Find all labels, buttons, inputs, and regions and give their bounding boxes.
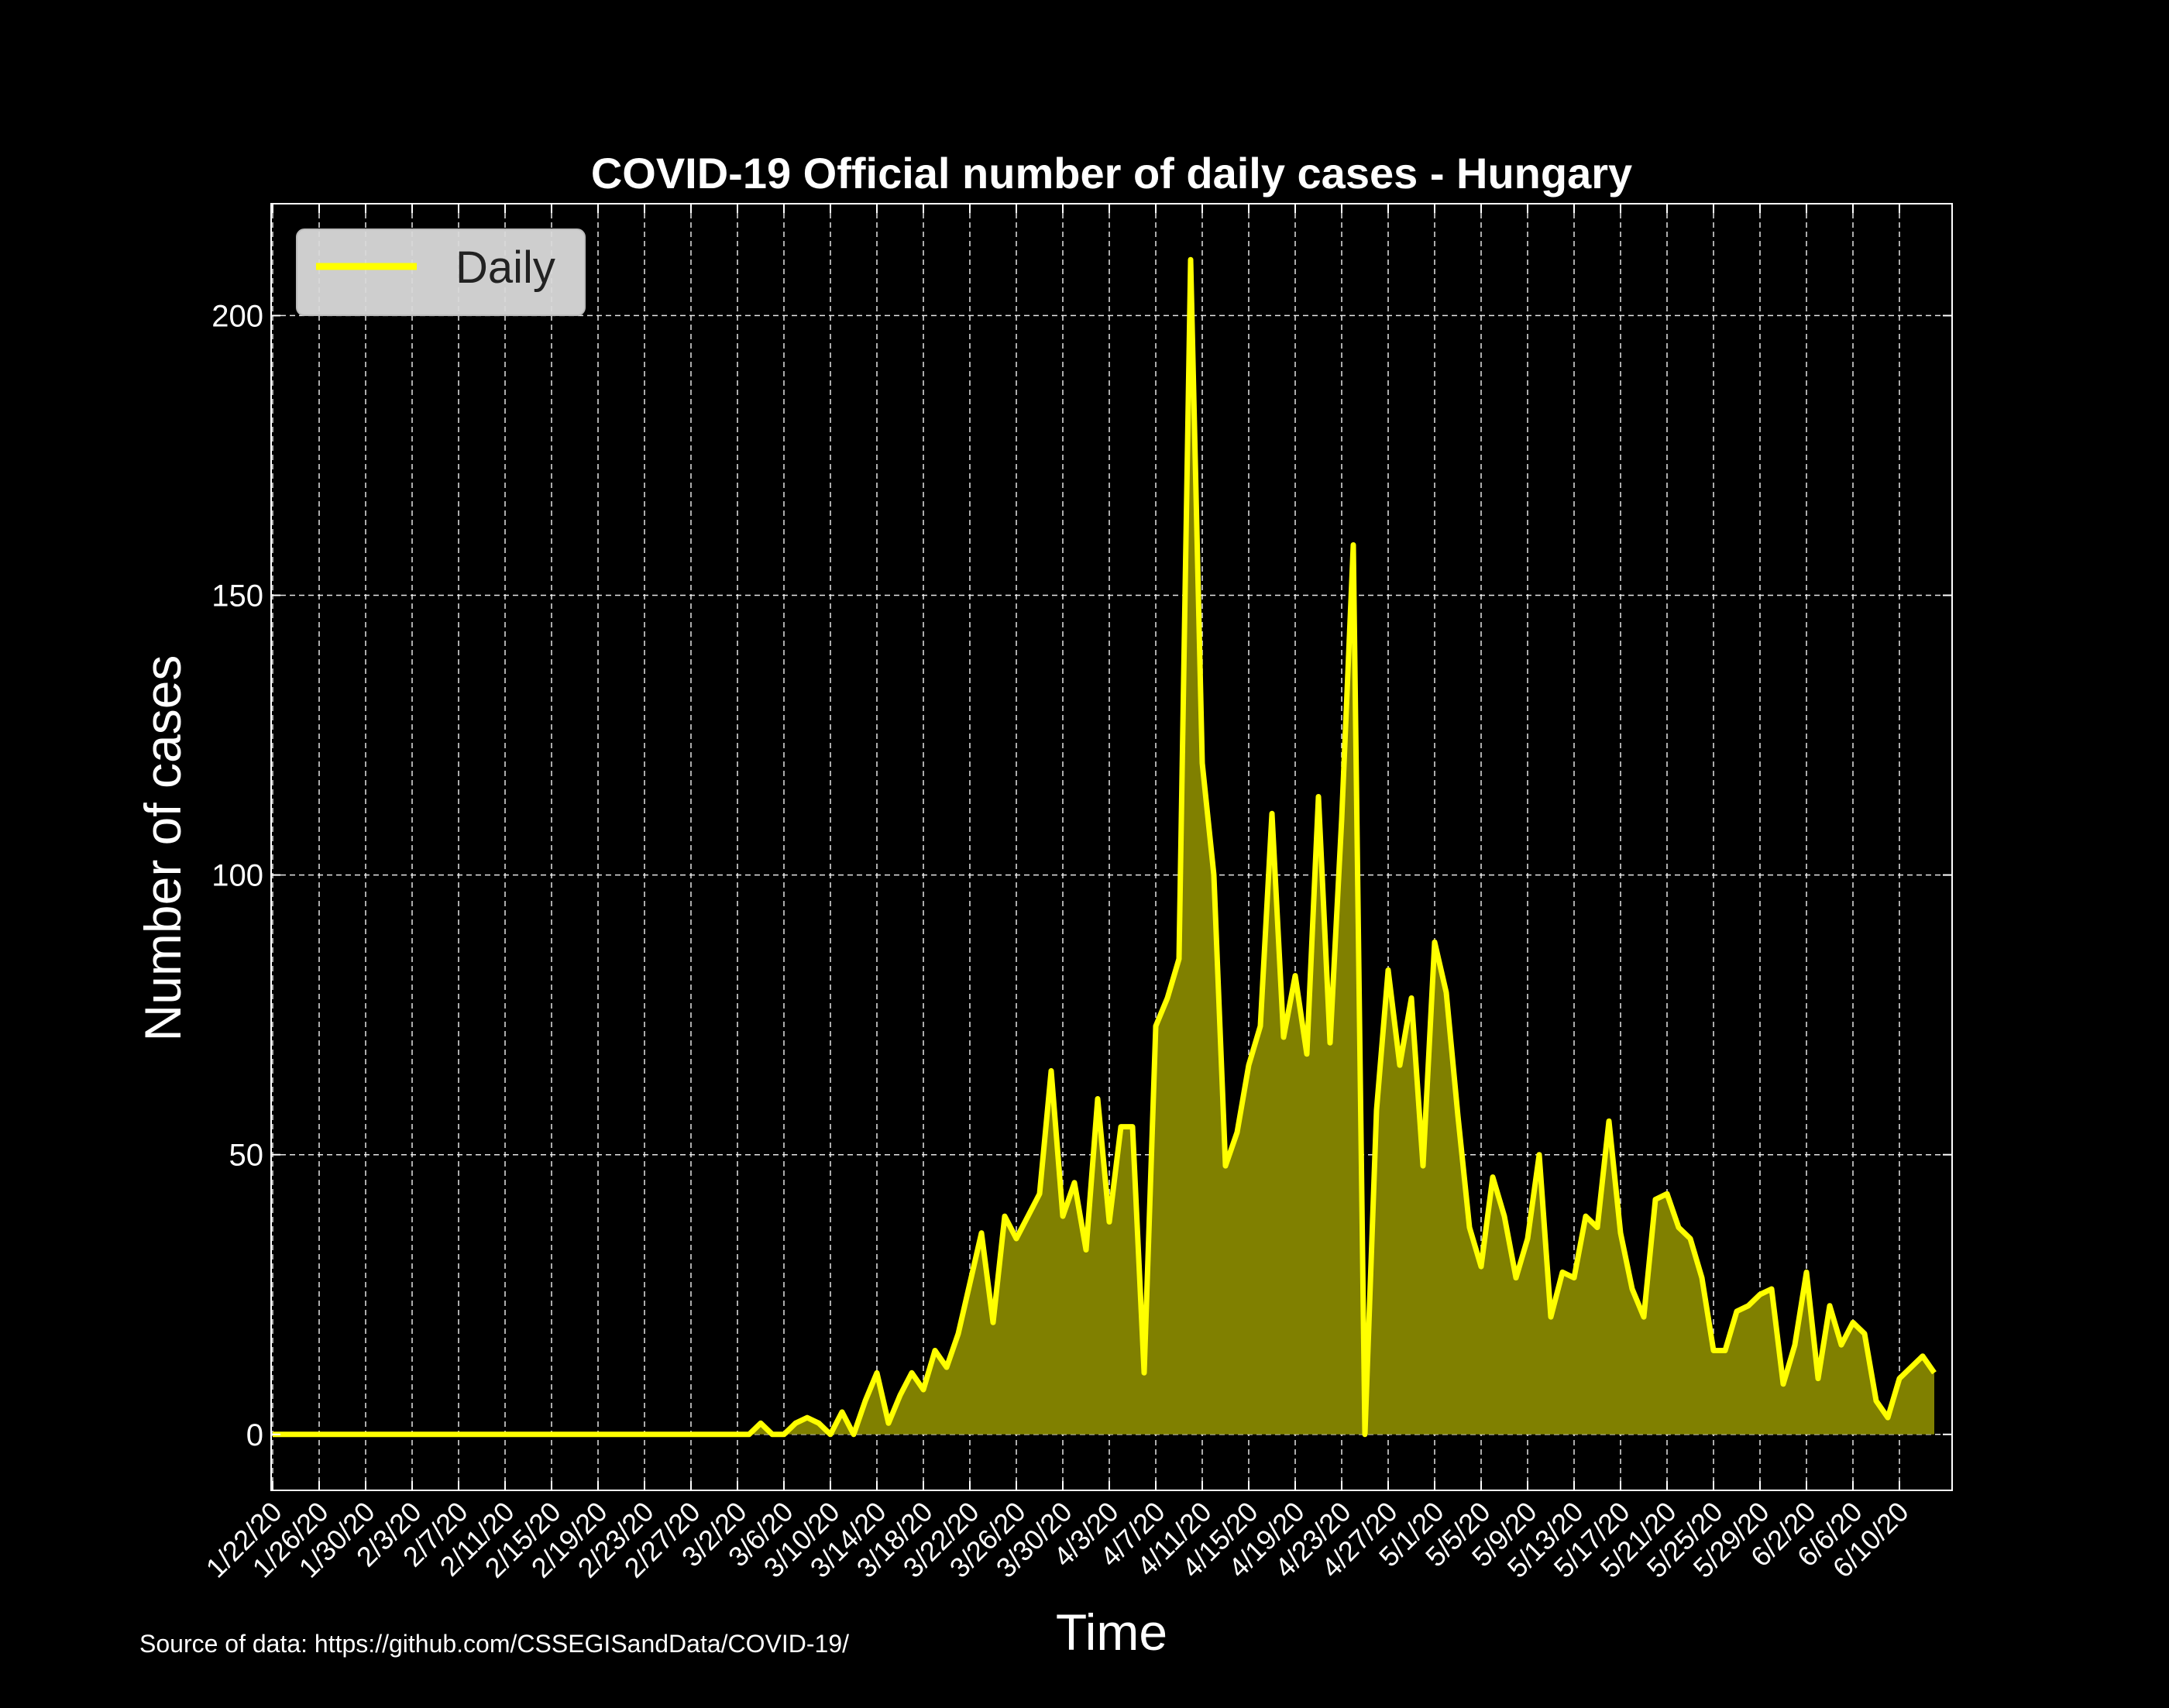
legend-label-daily: Daily [455,242,555,293]
daily-series-line [273,256,1937,1438]
y-tick-label: 50 [229,1139,264,1173]
source-note: Source of data: https://github.com/CSSEG… [139,1630,849,1658]
y-tick-label: 200 [211,299,263,333]
y-tick-layer: 0 50 100 150 200 [211,299,1952,1452]
legend: Daily [296,229,586,316]
y-tick-label: 0 [246,1418,263,1452]
x-axis-label: Time [1056,1603,1167,1661]
daily-area-fill [273,259,1934,1435]
chart-title: COVID-19 Official number of daily cases … [591,149,1632,198]
y-tick-label: 150 [211,579,263,613]
y-axis-label: Number of cases [134,655,191,1042]
series-layer [273,256,1937,1438]
plot-frame [270,203,1953,1491]
y-tick-label: 100 [211,859,263,893]
grid-layer [271,204,1952,1490]
legend-box [296,229,586,316]
